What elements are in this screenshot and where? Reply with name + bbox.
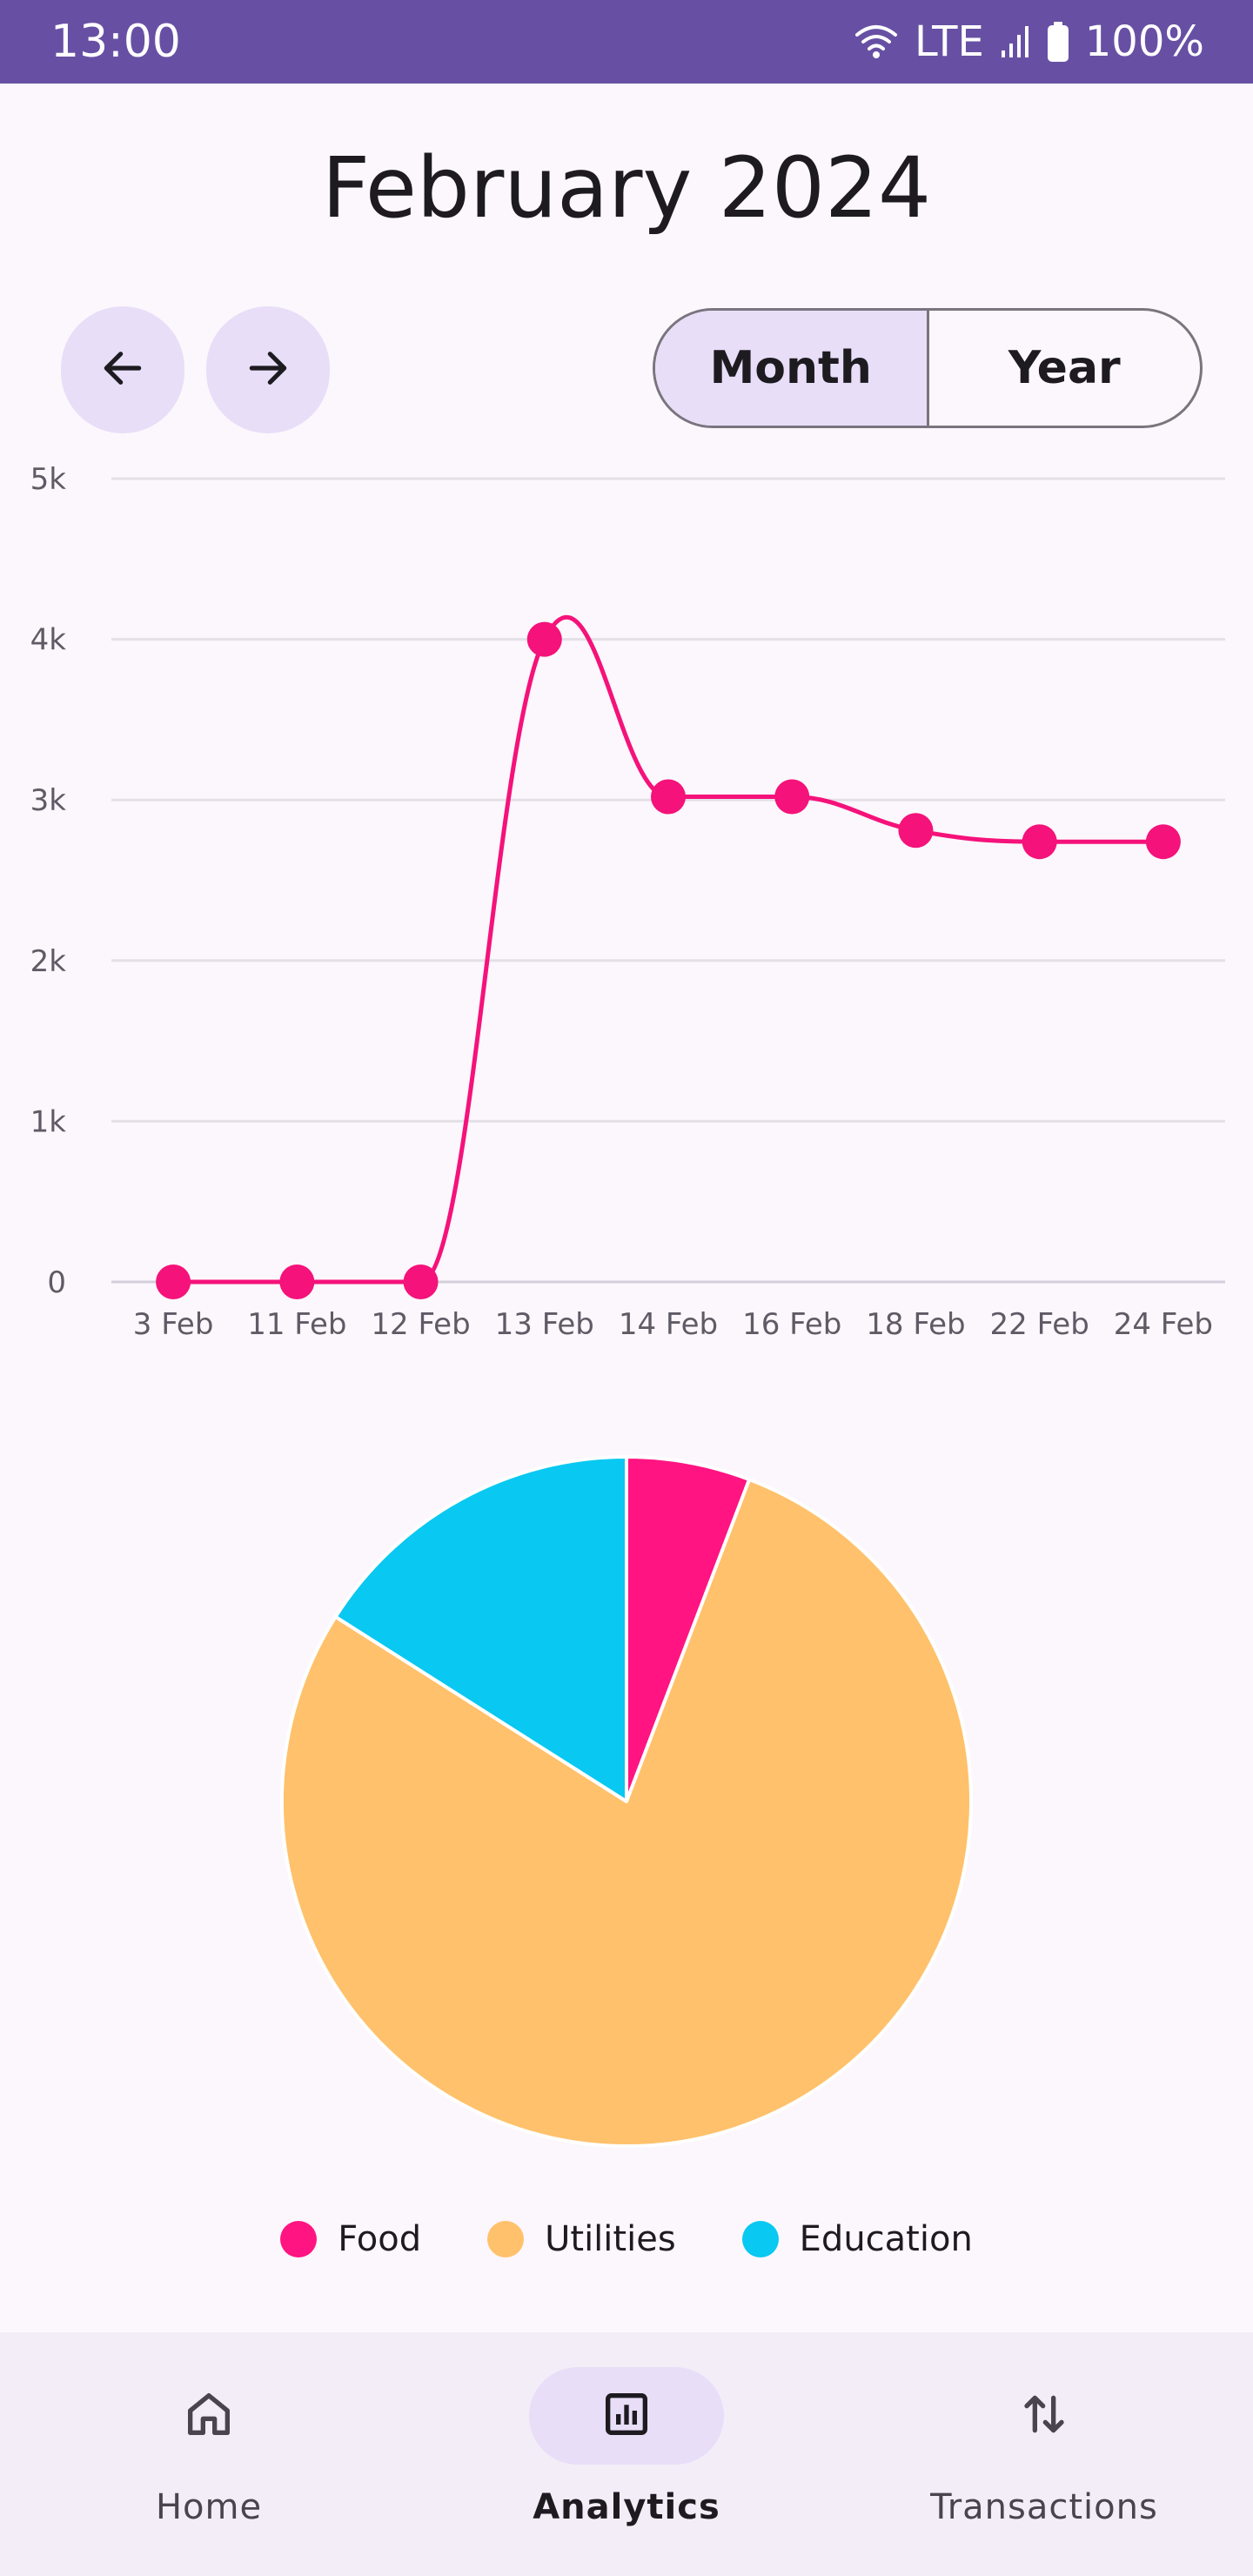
nav-icon-container <box>947 2367 1142 2465</box>
nav-label-home: Home <box>156 2487 262 2527</box>
network-type: LTE <box>915 17 984 66</box>
battery-icon <box>1047 22 1069 62</box>
battery-level: 100% <box>1085 17 1204 66</box>
legend-item-utilities: Utilities <box>487 2219 676 2259</box>
legend-dot-food <box>280 2221 317 2257</box>
nav-item-analytics[interactable]: Analytics <box>418 2332 835 2576</box>
wifi-icon <box>854 24 899 59</box>
status-indicators: LTE 100% <box>854 17 1204 66</box>
y-tick-label: 1k <box>30 1104 67 1139</box>
legend-label-food: Food <box>338 2219 421 2259</box>
chart-legend: Food Utilities Education <box>0 2219 1253 2259</box>
legend-label-education: Education <box>800 2219 973 2259</box>
x-tick-label: 16 Feb <box>742 1307 841 1342</box>
nav-label-transactions: Transactions <box>930 2487 1158 2527</box>
arrow-right-icon <box>244 344 292 397</box>
line-series <box>173 617 1163 1282</box>
data-point <box>279 1265 314 1299</box>
next-period-button[interactable] <box>206 306 330 433</box>
x-tick-label: 11 Feb <box>247 1307 346 1342</box>
data-point <box>527 622 562 657</box>
y-tick-label: 5k <box>30 462 67 497</box>
period-toggle: Month Year <box>653 308 1203 428</box>
status-time: 13:00 <box>50 16 181 68</box>
analytics-icon <box>599 2386 654 2446</box>
legend-dot-utilities <box>487 2221 524 2257</box>
nav-item-transactions[interactable]: Transactions <box>835 2332 1253 2576</box>
month-toggle-button[interactable]: Month <box>655 311 929 426</box>
y-tick-label: 2k <box>30 944 67 979</box>
x-tick-label: 13 Feb <box>495 1307 594 1342</box>
data-point <box>898 813 933 848</box>
nav-icon-container <box>111 2367 306 2465</box>
arrow-left-icon <box>98 344 147 397</box>
line-chart: 0 1k 2k 3k 4k 5k 3 Feb 11 Feb 12 Feb 13 Feb 14 Feb… <box>0 453 1253 1358</box>
x-tick-label: 18 Feb <box>866 1307 965 1342</box>
data-point <box>651 780 686 815</box>
legend-item-education: Education <box>742 2219 973 2259</box>
legend-label-utilities: Utilities <box>545 2219 676 2259</box>
x-tick-label: 14 Feb <box>619 1307 718 1342</box>
year-toggle-button[interactable]: Year <box>929 311 1201 426</box>
nav-label-analytics: Analytics <box>533 2487 720 2527</box>
data-point <box>1146 824 1181 859</box>
signal-icon <box>1000 24 1031 59</box>
data-point <box>1022 824 1057 859</box>
home-icon <box>181 2386 237 2446</box>
legend-item-food: Food <box>280 2219 421 2259</box>
bottom-navigation: Home Analytics Transactions <box>0 2332 1253 2576</box>
y-tick-label: 3k <box>30 783 67 818</box>
data-point <box>404 1265 439 1299</box>
swap-vertical-icon <box>1016 2386 1072 2446</box>
data-point <box>774 780 809 815</box>
x-tick-label: 12 Feb <box>371 1307 470 1342</box>
x-tick-label: 22 Feb <box>990 1307 1089 1342</box>
nav-icon-container <box>529 2367 724 2465</box>
y-tick-label: 0 <box>47 1265 66 1300</box>
data-point <box>156 1265 191 1299</box>
legend-dot-education <box>742 2221 779 2257</box>
y-tick-label: 4k <box>30 623 67 658</box>
page-title: February 2024 <box>0 139 1253 237</box>
x-tick-label: 24 Feb <box>1114 1307 1213 1342</box>
x-tick-label: 3 Feb <box>133 1307 214 1342</box>
nav-item-home[interactable]: Home <box>0 2332 418 2576</box>
previous-period-button[interactable] <box>61 306 184 433</box>
status-bar: 13:00 LTE 100% <box>0 0 1253 84</box>
pie-chart <box>261 1436 992 2167</box>
